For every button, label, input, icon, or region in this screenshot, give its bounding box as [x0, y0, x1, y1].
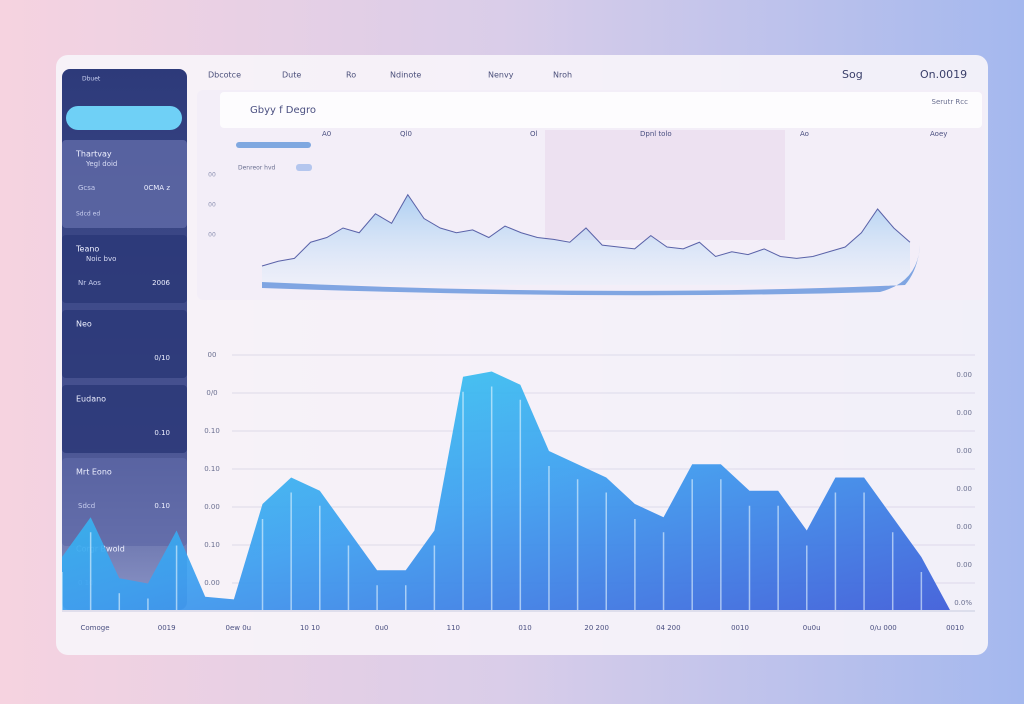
x-tick-label: 0/u 000	[870, 624, 897, 632]
y-tick-label: 0.10	[204, 427, 220, 435]
nav-item[interactable]: Dbcotce	[208, 71, 241, 80]
x-tick-label: 0u0u	[803, 624, 821, 632]
column-header[interactable]: A0	[322, 130, 331, 138]
search-label[interactable]: Sog	[842, 68, 863, 81]
x-tick-label: 0019	[158, 624, 176, 632]
sidebar-card[interactable]	[62, 385, 187, 453]
search-pill[interactable]	[66, 106, 182, 130]
card-title: Mrt Eono	[76, 468, 112, 477]
nav-item[interactable]: Dute	[282, 71, 301, 80]
y-tick-label: 00	[208, 232, 216, 239]
top-card-header	[220, 92, 982, 128]
nav-item[interactable]: Nenvy	[488, 71, 514, 80]
column-header[interactable]: Aoey	[930, 130, 947, 138]
y-tick-label: 00	[208, 172, 216, 179]
x-tick-label: 110	[447, 624, 460, 632]
x-tick-label: 0u0	[375, 624, 388, 632]
y-tick-label: 0.00	[956, 447, 972, 455]
top-chart-title: Gbyy f Degro	[250, 105, 316, 116]
x-tick-label: 010	[518, 624, 531, 632]
y-tick-label: 0.00	[204, 579, 220, 587]
y-tick-label: 0.00	[956, 561, 972, 569]
sidebar-header: Dbuet	[82, 76, 101, 83]
nav-item[interactable]: Ro	[346, 71, 356, 80]
y-tick-label: 0.10	[204, 465, 220, 473]
y-tick-label: 0.00	[956, 485, 972, 493]
top-chart-caption: Denreor hvd	[238, 165, 276, 172]
y-tick-label: 0.10	[204, 541, 220, 549]
y-tick-label: 0.00	[204, 503, 220, 511]
sidebar-card[interactable]	[62, 235, 187, 303]
card-value: 0CMA z	[144, 184, 170, 192]
top-area	[262, 194, 910, 285]
card-value: 2006	[152, 279, 170, 287]
x-tick-label: 0010	[731, 624, 749, 632]
card-subtitle: Yegl doid	[85, 160, 117, 168]
x-tick-label: 04 200	[656, 624, 681, 632]
card-value: 0/10	[154, 354, 170, 362]
sidebar-card[interactable]	[62, 140, 187, 228]
x-tick-label: Comoge	[80, 624, 109, 632]
y-tick-label: 0.00	[956, 523, 972, 531]
toggle[interactable]	[296, 164, 312, 171]
x-tick-label: 20 200	[584, 624, 609, 632]
y-tick-label: 00	[208, 202, 216, 209]
card-label: Nr Aos	[78, 279, 101, 287]
card-label: Gcsa	[78, 184, 95, 192]
main-area	[62, 371, 950, 610]
card-title: Neo	[76, 320, 92, 329]
card-note: Sdcd ed	[76, 211, 100, 218]
card-title: Eudano	[76, 395, 106, 404]
y-tick-label: 0.00	[956, 409, 972, 417]
top-line	[261, 193, 911, 267]
card-title: Thartvay	[75, 150, 112, 159]
card-label: Sdcd	[78, 502, 95, 510]
highlight-band	[545, 130, 785, 240]
nav-item[interactable]: Ndinote	[390, 71, 421, 80]
y-tick-label: 0.00	[956, 371, 972, 379]
card-subtitle: Noic bvo	[86, 255, 116, 263]
column-header[interactable]: Ol	[530, 130, 538, 138]
progress	[236, 142, 311, 148]
x-tick-label: 10 10	[300, 624, 320, 632]
nav-item[interactable]: Nroh	[553, 71, 572, 80]
top-wave	[262, 245, 920, 296]
y-tick-label: 0/0	[206, 389, 217, 397]
y-tick-label: 00	[208, 351, 217, 359]
column-header[interactable]: Ql0	[400, 130, 412, 138]
card-value: 0.10	[154, 502, 170, 510]
column-header[interactable]: Ao	[800, 130, 809, 138]
top-chart-subtitle: Serutr Rcc	[932, 98, 969, 106]
column-header[interactable]: Dpnl tolo	[640, 130, 672, 138]
user-name[interactable]: On.0019	[920, 68, 967, 81]
sidebar-card[interactable]	[62, 310, 187, 378]
card-title: Teano	[75, 245, 99, 254]
x-tick-label: 0ew 0u	[226, 624, 252, 632]
x-tick-label: 0010	[946, 624, 964, 632]
y-tick-label: 0.0%	[954, 599, 972, 607]
card-value: 0.10	[154, 429, 170, 437]
